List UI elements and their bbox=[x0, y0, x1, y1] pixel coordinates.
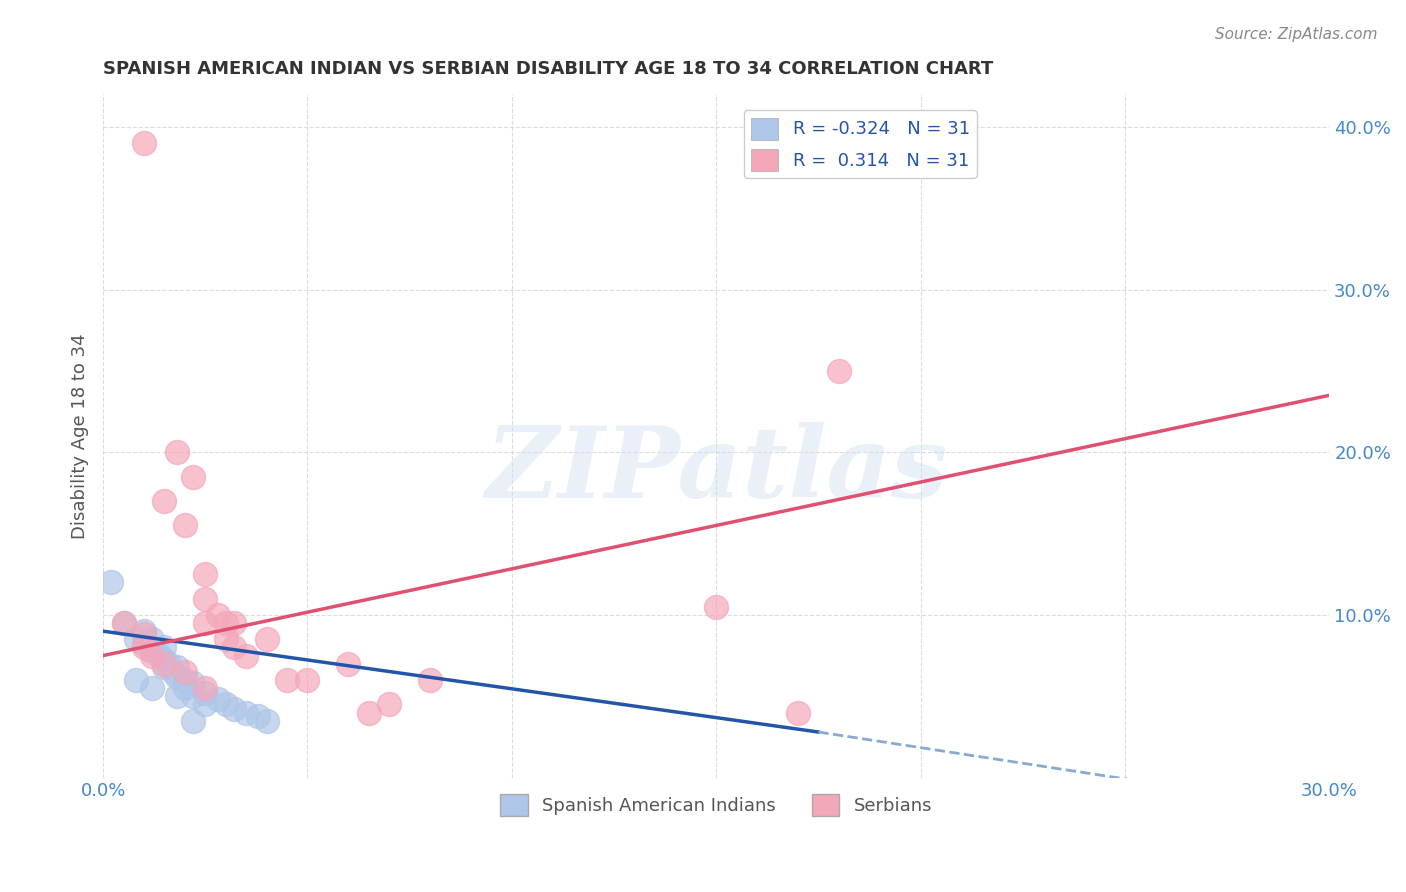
Point bbox=[132, 627, 155, 641]
Point bbox=[378, 698, 401, 712]
Point bbox=[141, 632, 163, 647]
Point bbox=[247, 708, 270, 723]
Point bbox=[153, 657, 176, 671]
Point bbox=[704, 599, 727, 614]
Point bbox=[337, 657, 360, 671]
Point bbox=[181, 714, 204, 728]
Point bbox=[132, 637, 155, 651]
Point bbox=[222, 615, 245, 630]
Point bbox=[153, 640, 176, 655]
Point bbox=[141, 643, 163, 657]
Point bbox=[166, 445, 188, 459]
Point bbox=[194, 567, 217, 582]
Point bbox=[194, 698, 217, 712]
Point bbox=[112, 615, 135, 630]
Point bbox=[166, 670, 188, 684]
Point bbox=[194, 681, 217, 695]
Point bbox=[215, 615, 238, 630]
Point bbox=[194, 615, 217, 630]
Point bbox=[153, 660, 176, 674]
Point bbox=[787, 706, 810, 720]
Point bbox=[215, 698, 238, 712]
Point bbox=[419, 673, 441, 687]
Point bbox=[828, 364, 851, 378]
Point bbox=[235, 706, 257, 720]
Point bbox=[173, 673, 195, 687]
Point bbox=[297, 673, 319, 687]
Y-axis label: Disability Age 18 to 34: Disability Age 18 to 34 bbox=[72, 334, 89, 539]
Point bbox=[141, 648, 163, 663]
Point bbox=[215, 632, 238, 647]
Point bbox=[157, 657, 180, 671]
Point bbox=[132, 640, 155, 655]
Point bbox=[153, 653, 176, 667]
Point bbox=[256, 714, 278, 728]
Point bbox=[166, 660, 188, 674]
Point bbox=[235, 648, 257, 663]
Point bbox=[149, 648, 172, 663]
Point bbox=[141, 681, 163, 695]
Point bbox=[125, 673, 148, 687]
Point bbox=[112, 615, 135, 630]
Point bbox=[181, 469, 204, 483]
Point bbox=[222, 640, 245, 655]
Point bbox=[222, 702, 245, 716]
Point bbox=[173, 665, 195, 679]
Point bbox=[181, 690, 204, 704]
Point bbox=[100, 575, 122, 590]
Point bbox=[173, 681, 195, 695]
Point bbox=[132, 136, 155, 151]
Point bbox=[132, 624, 155, 639]
Point bbox=[181, 676, 204, 690]
Legend: Spanish American Indians, Serbians: Spanish American Indians, Serbians bbox=[494, 787, 939, 823]
Point bbox=[207, 692, 229, 706]
Point bbox=[166, 690, 188, 704]
Point bbox=[125, 632, 148, 647]
Point bbox=[357, 706, 380, 720]
Point bbox=[162, 665, 184, 679]
Point bbox=[256, 632, 278, 647]
Point bbox=[194, 591, 217, 606]
Text: SPANISH AMERICAN INDIAN VS SERBIAN DISABILITY AGE 18 TO 34 CORRELATION CHART: SPANISH AMERICAN INDIAN VS SERBIAN DISAB… bbox=[103, 60, 994, 78]
Point bbox=[194, 686, 217, 700]
Point bbox=[173, 518, 195, 533]
Point bbox=[153, 494, 176, 508]
Text: ZIPatlas: ZIPatlas bbox=[485, 422, 948, 518]
Point bbox=[276, 673, 298, 687]
Point bbox=[207, 607, 229, 622]
Text: Source: ZipAtlas.com: Source: ZipAtlas.com bbox=[1215, 27, 1378, 42]
